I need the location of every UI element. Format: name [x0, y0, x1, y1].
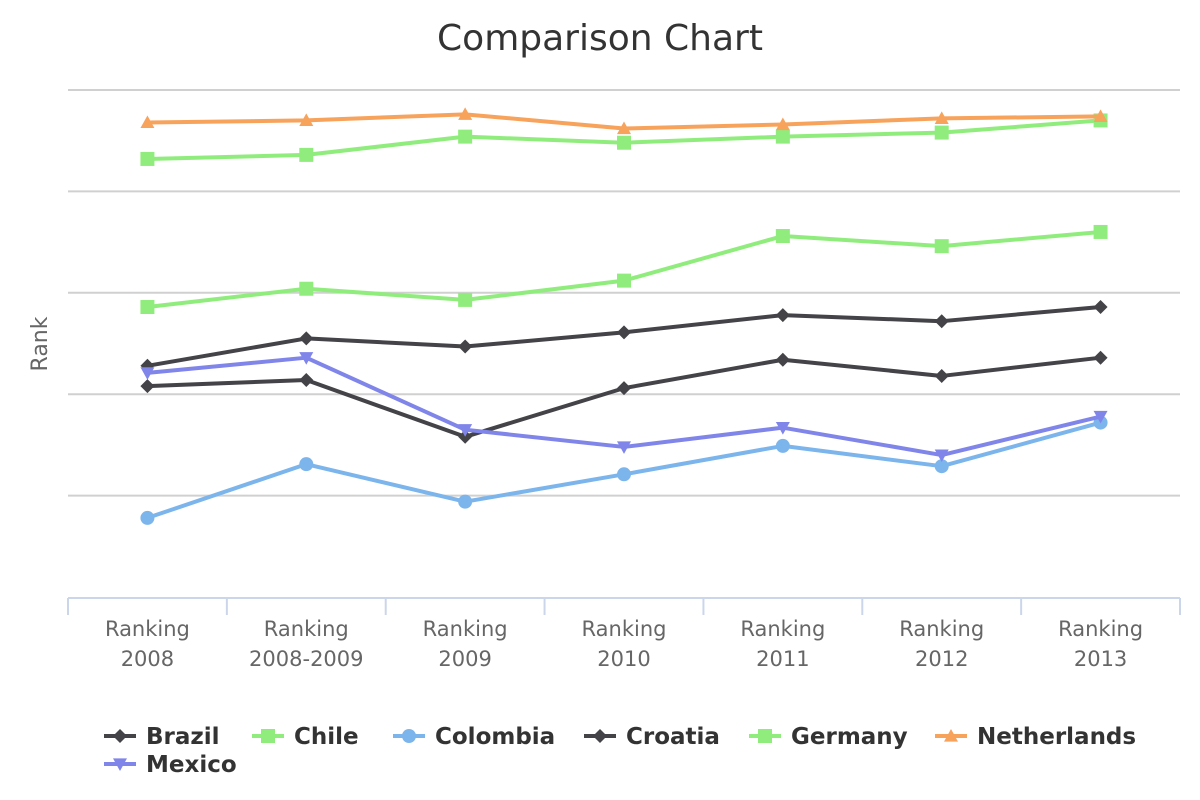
data-point[interactable] [934, 239, 949, 254]
x-tick-label: Ranking 2008 [105, 617, 190, 671]
x-tick-label: Ranking 2010 [582, 617, 667, 671]
x-tick-label: Ranking 2011 [740, 617, 825, 671]
data-point[interactable] [140, 510, 155, 525]
legend-item-mexico[interactable]: Mexico [104, 752, 237, 778]
data-point[interactable] [299, 352, 314, 365]
legend-symbol[interactable] [113, 758, 127, 771]
data-point[interactable] [775, 438, 790, 453]
data-point[interactable] [934, 449, 949, 463]
data-point[interactable] [1093, 224, 1108, 239]
data-point[interactable] [1093, 410, 1108, 424]
series-germany[interactable] [140, 224, 1108, 314]
legend-label[interactable]: Germany [791, 724, 908, 750]
data-point[interactable] [458, 292, 473, 307]
data-point[interactable] [458, 429, 473, 444]
data-point[interactable] [140, 367, 155, 380]
data-point[interactable] [775, 229, 790, 244]
legend-item-germany[interactable]: Germany [749, 724, 908, 750]
data-point[interactable] [775, 422, 790, 435]
legend-symbol[interactable] [944, 729, 958, 742]
legend-label[interactable]: Chile [294, 724, 359, 750]
legend-symbol[interactable] [593, 729, 607, 743]
data-point[interactable] [775, 129, 790, 144]
data-point[interactable] [934, 368, 949, 383]
series-netherlands[interactable] [140, 107, 1108, 135]
data-point[interactable] [299, 331, 314, 346]
legend-symbol[interactable] [402, 729, 416, 743]
series-chile[interactable] [140, 113, 1108, 166]
data-point[interactable] [299, 457, 314, 472]
data-point[interactable] [934, 314, 949, 329]
data-point[interactable] [617, 467, 631, 482]
data-point[interactable] [1093, 109, 1108, 122]
legend-symbol[interactable] [113, 729, 127, 743]
data-point[interactable] [458, 339, 473, 354]
data-point[interactable] [934, 125, 949, 140]
data-point[interactable] [140, 379, 155, 394]
data-point[interactable] [617, 441, 631, 454]
y-axis-title: Rank [28, 316, 53, 371]
data-point[interactable] [299, 281, 314, 296]
data-point[interactable] [934, 111, 949, 124]
series-line[interactable] [145, 355, 1103, 439]
legend-item-colombia[interactable]: Colombia [393, 724, 555, 750]
legend[interactable]: Brazil Chile Colombia Croatia Germany Netherl… [104, 724, 1136, 778]
x-axis: Ranking 2008 Ranking 2008-2009 Ranking 2009 Ra… [67, 597, 1181, 671]
legend-item-netherlands[interactable]: Netherlands [935, 724, 1136, 750]
legend-item-brazil[interactable]: Brazil [104, 724, 220, 750]
data-point[interactable] [775, 352, 790, 367]
chart-title: Comparison Chart [437, 18, 763, 59]
series-croatia[interactable] [140, 350, 1108, 444]
legend-label[interactable]: Mexico [146, 752, 237, 778]
legend-symbol[interactable] [261, 729, 275, 743]
x-tick-label: Ranking 2008-2009 [249, 617, 363, 671]
data-point[interactable] [140, 115, 155, 129]
x-tick-label: Ranking 2012 [899, 617, 984, 671]
legend-label[interactable]: Colombia [435, 724, 555, 750]
data-point[interactable] [775, 117, 790, 131]
legend-item-croatia[interactable]: Croatia [584, 724, 720, 750]
data-point[interactable] [775, 308, 790, 323]
legend-label[interactable]: Croatia [626, 724, 720, 750]
data-point[interactable] [617, 381, 631, 396]
data-point[interactable] [458, 494, 473, 509]
x-tick-label: Ranking 2013 [1058, 617, 1143, 671]
series-mexico[interactable] [140, 352, 1108, 463]
data-point[interactable] [934, 459, 949, 474]
series-brazil[interactable] [140, 299, 1108, 373]
data-point[interactable] [458, 129, 473, 144]
legend-item-chile[interactable]: Chile [252, 724, 359, 750]
series-colombia[interactable] [140, 415, 1108, 525]
series-line[interactable] [145, 229, 1103, 309]
legend-label[interactable]: Netherlands [977, 724, 1136, 750]
data-point[interactable] [458, 107, 473, 120]
data-point[interactable] [299, 113, 314, 127]
legend-symbol[interactable] [758, 729, 772, 743]
data-point[interactable] [617, 135, 631, 150]
data-point[interactable] [617, 273, 631, 288]
data-point[interactable] [299, 147, 314, 162]
data-point[interactable] [299, 373, 314, 388]
data-point[interactable] [1093, 350, 1108, 365]
x-tick-label: Ranking 2009 [423, 617, 508, 671]
grid-lines [68, 89, 1180, 497]
data-point[interactable] [617, 121, 631, 135]
series-group[interactable] [140, 107, 1108, 525]
data-point[interactable] [458, 424, 473, 437]
data-point[interactable] [140, 299, 155, 314]
data-point[interactable] [140, 151, 155, 166]
data-point[interactable] [1093, 299, 1108, 314]
legend-label[interactable]: Brazil [146, 724, 220, 750]
data-point[interactable] [617, 325, 631, 340]
